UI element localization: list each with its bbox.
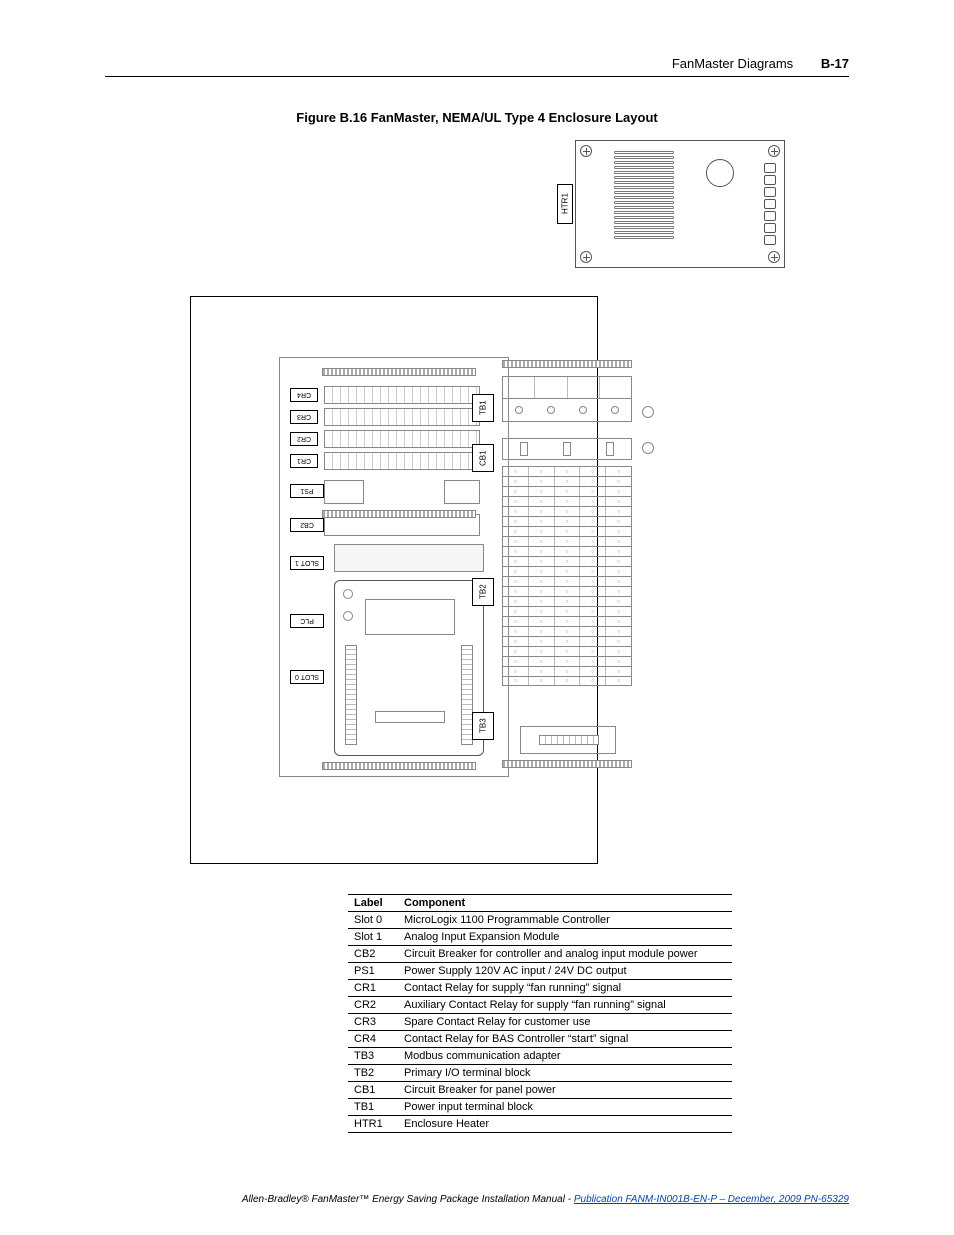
panel-label: SLOT 0 bbox=[290, 670, 324, 684]
led-icon bbox=[343, 611, 353, 621]
htr1-label: HTR1 bbox=[557, 184, 573, 224]
screw-icon bbox=[580, 145, 592, 157]
screw-icon bbox=[580, 251, 592, 263]
panel-label: CB2 bbox=[290, 518, 324, 532]
cell-label: HTR1 bbox=[348, 1116, 398, 1133]
terminal-label: TB2 bbox=[472, 578, 494, 606]
terminal-label: TB1 bbox=[472, 394, 494, 422]
table-row: CR4Contact Relay for BAS Controller “sta… bbox=[348, 1031, 732, 1048]
cell-label: CB1 bbox=[348, 1082, 398, 1099]
relay-label: CR2 bbox=[290, 432, 318, 446]
din-rail bbox=[502, 760, 632, 768]
col-component: Component bbox=[398, 895, 732, 912]
table-row: CR1Contact Relay for supply “fan running… bbox=[348, 980, 732, 997]
cell-component: Power input terminal block bbox=[398, 1099, 732, 1116]
component-table: Label Component Slot 0MicroLogix 1100 Pr… bbox=[348, 894, 732, 1133]
cell-label: CR2 bbox=[348, 997, 398, 1014]
screw-icon bbox=[768, 251, 780, 263]
cell-component: Power Supply 120V AC input / 24V DC outp… bbox=[398, 963, 732, 980]
cell-component: Primary I/O terminal block bbox=[398, 1065, 732, 1082]
relay-label: CR1 bbox=[290, 454, 318, 468]
cell-label: TB3 bbox=[348, 1048, 398, 1065]
cell-component: Spare Contact Relay for customer use bbox=[398, 1014, 732, 1031]
cell-label: Slot 0 bbox=[348, 912, 398, 929]
table-row: TB1Power input terminal block bbox=[348, 1099, 732, 1116]
cell-label: TB1 bbox=[348, 1099, 398, 1116]
cell-component: Auxiliary Contact Relay for supply “fan … bbox=[398, 997, 732, 1014]
heater-enclosure bbox=[575, 140, 785, 268]
panel-label: PS1 bbox=[290, 484, 324, 498]
heater-diagram: HTR1 bbox=[575, 140, 795, 270]
table-row: CB2Circuit Breaker for controller and an… bbox=[348, 946, 732, 963]
io-strip bbox=[345, 645, 357, 745]
heater-vents bbox=[614, 151, 674, 241]
cell-label: CR4 bbox=[348, 1031, 398, 1048]
tb1-block bbox=[502, 376, 632, 422]
figure-title: Figure B.16 FanMaster, NEMA/UL Type 4 En… bbox=[0, 110, 954, 125]
table-header-row: Label Component bbox=[348, 895, 732, 912]
screw-icon bbox=[768, 145, 780, 157]
ps1-block bbox=[324, 480, 364, 504]
thermostat-knob bbox=[706, 159, 734, 187]
table-row: Slot 1Analog Input Expansion Module bbox=[348, 929, 732, 946]
cell-label: CR1 bbox=[348, 980, 398, 997]
relay-label: CR3 bbox=[290, 410, 318, 424]
cell-component: Circuit Breaker for controller and analo… bbox=[398, 946, 732, 963]
footer-text: Allen-Bradley® FanMaster™ Energy Saving … bbox=[242, 1194, 574, 1205]
tb3-module bbox=[520, 726, 616, 754]
header-rule bbox=[105, 76, 849, 77]
cell-component: Contact Relay for BAS Controller “start”… bbox=[398, 1031, 732, 1048]
cell-component: Enclosure Heater bbox=[398, 1116, 732, 1133]
cell-label: Slot 1 bbox=[348, 929, 398, 946]
cb1-block bbox=[502, 438, 632, 460]
table-row: TB2Primary I/O terminal block bbox=[348, 1065, 732, 1082]
cell-label: CR3 bbox=[348, 1014, 398, 1031]
cell-component: Analog Input Expansion Module bbox=[398, 929, 732, 946]
page-header: FanMaster Diagrams B-17 bbox=[672, 56, 849, 71]
relay-label: CR4 bbox=[290, 388, 318, 402]
cell-label: PS1 bbox=[348, 963, 398, 980]
cell-component: MicroLogix 1100 Programmable Controller bbox=[398, 912, 732, 929]
table-row: CR2Auxiliary Contact Relay for supply “f… bbox=[348, 997, 732, 1014]
ground-icon bbox=[642, 442, 654, 454]
din-rail bbox=[502, 360, 632, 368]
table-row: TB3Modbus communication adapter bbox=[348, 1048, 732, 1065]
col-label: Label bbox=[348, 895, 398, 912]
terminal-label: CB1 bbox=[472, 444, 494, 472]
terminal-label: TB3 bbox=[472, 712, 494, 740]
page-number: B-17 bbox=[821, 56, 849, 71]
table-row: CR3Spare Contact Relay for customer use bbox=[348, 1014, 732, 1031]
terminal-panel: ○○○○○○○○○○○○○○○○○○○○○○○○○○○○○○○○○○○○○○○○… bbox=[430, 366, 730, 766]
table-row: Slot 0MicroLogix 1100 Programmable Contr… bbox=[348, 912, 732, 929]
cell-component: Contact Relay for supply “fan running” s… bbox=[398, 980, 732, 997]
table-row: HTR1Enclosure Heater bbox=[348, 1116, 732, 1133]
table-row: PS1Power Supply 120V AC input / 24V DC o… bbox=[348, 963, 732, 980]
cell-label: TB2 bbox=[348, 1065, 398, 1082]
page-footer: Allen-Bradley® FanMaster™ Energy Saving … bbox=[0, 1194, 849, 1205]
heater-terminals bbox=[764, 163, 778, 247]
section-name: FanMaster Diagrams bbox=[672, 56, 793, 71]
led-icon bbox=[343, 589, 353, 599]
tb2-strip: ○○○○○○○○○○○○○○○○○○○○○○○○○○○○○○○○○○○○○○○○… bbox=[502, 466, 632, 686]
publication-link[interactable]: Publication FANM-IN001B-EN-P – December,… bbox=[574, 1194, 849, 1205]
cell-component: Circuit Breaker for panel power bbox=[398, 1082, 732, 1099]
cell-component: Modbus communication adapter bbox=[398, 1048, 732, 1065]
ground-icon bbox=[642, 406, 654, 418]
panel-label: PLC bbox=[290, 614, 324, 628]
panel-label: SLOT 1 bbox=[290, 556, 324, 570]
table-row: CB1Circuit Breaker for panel power bbox=[348, 1082, 732, 1099]
cell-label: CB2 bbox=[348, 946, 398, 963]
